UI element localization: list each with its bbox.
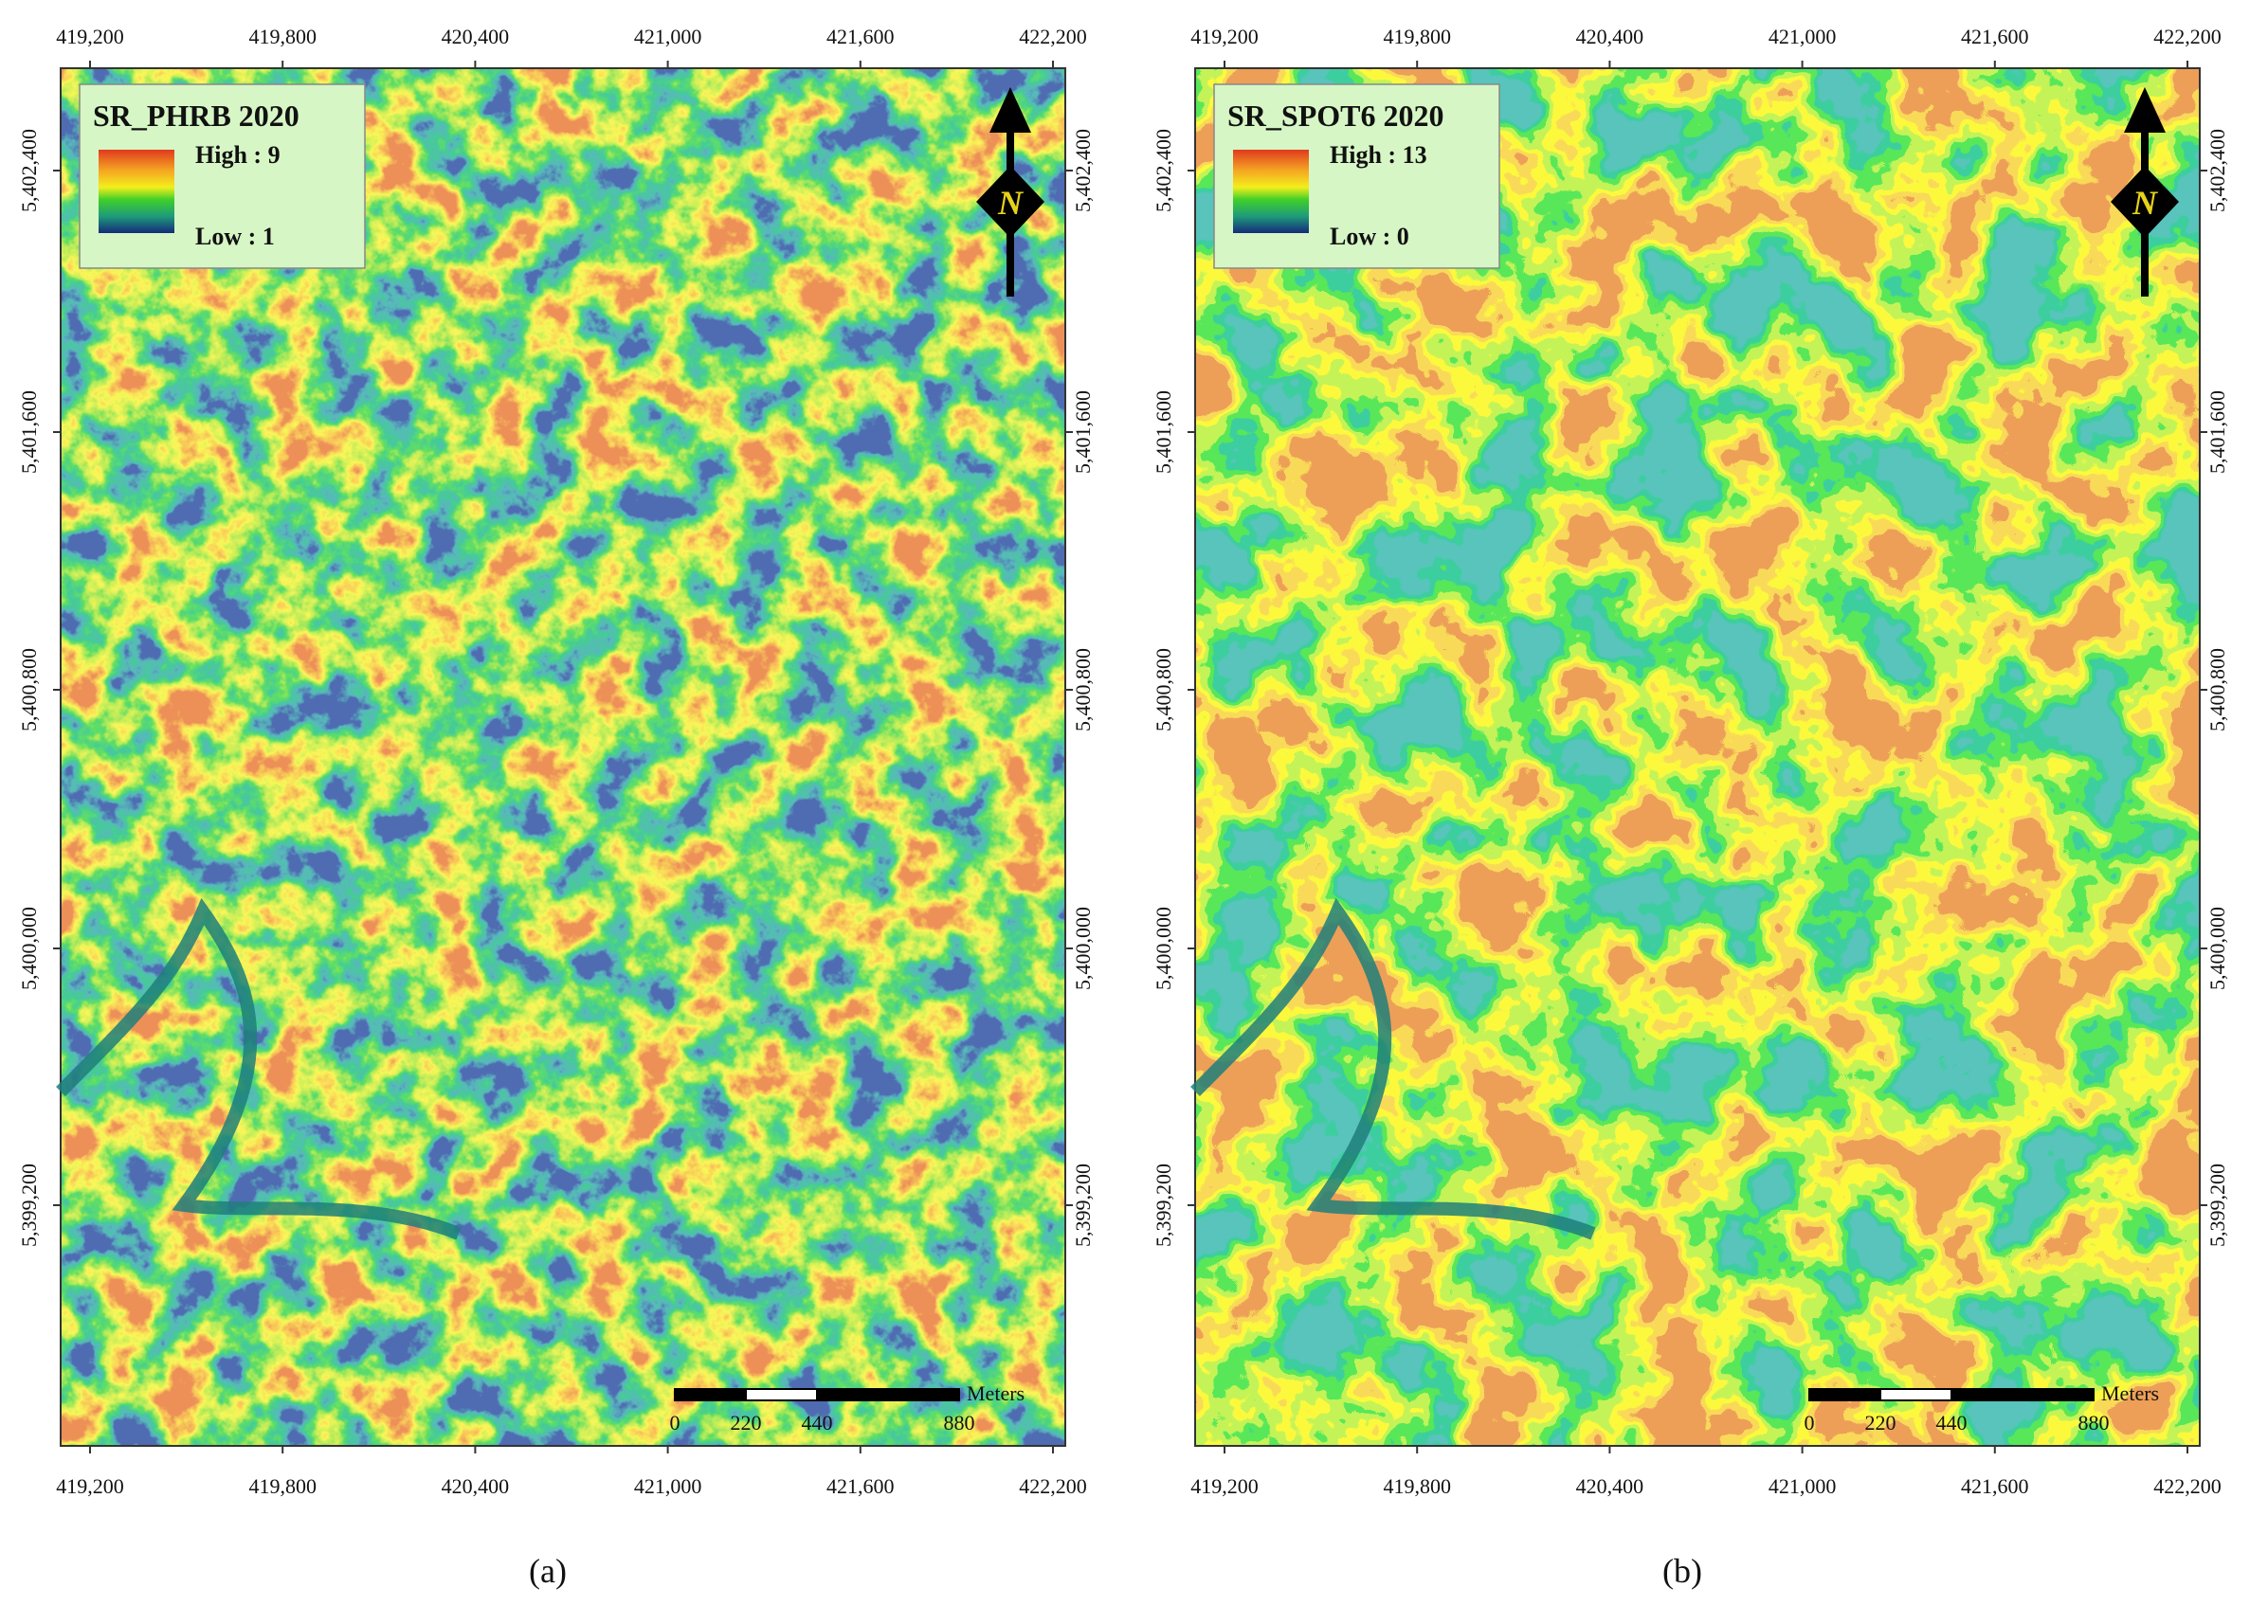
x-tick-label: 421,600 bbox=[826, 1474, 895, 1498]
x-tick-label: 420,400 bbox=[1576, 25, 1644, 48]
y-tick-label: 5,399,200 bbox=[17, 1164, 41, 1247]
x-tick-label: 419,800 bbox=[1383, 25, 1451, 48]
north-head bbox=[989, 87, 1031, 133]
y-tick-label: 5,401,600 bbox=[1152, 390, 1175, 474]
legend-high: High : 13 bbox=[1330, 141, 1427, 169]
x-tick-label: 421,600 bbox=[1961, 1474, 2029, 1498]
y-tick-label: 5,400,800 bbox=[17, 648, 41, 731]
legend-low: Low : 1 bbox=[195, 223, 275, 250]
x-tick-label: 422,200 bbox=[1019, 1474, 1087, 1498]
raster-map bbox=[61, 68, 1065, 1446]
y-tick-label: 5,402,400 bbox=[1152, 129, 1175, 212]
x-tick-label: 419,200 bbox=[56, 1474, 124, 1498]
raster-map bbox=[1195, 68, 2200, 1446]
x-tick-label: 419,800 bbox=[248, 1474, 317, 1498]
y-tick-label: 5,399,200 bbox=[1071, 1164, 1095, 1247]
scale-label: 0 bbox=[670, 1411, 680, 1435]
legend-title: SR_PHRB 2020 bbox=[93, 99, 299, 133]
x-tick-label: 421,000 bbox=[634, 1474, 702, 1498]
x-tick-label: 422,200 bbox=[2153, 25, 2222, 48]
north-head bbox=[2124, 87, 2166, 133]
scale-unit: Meters bbox=[967, 1381, 1025, 1405]
y-tick-label: 5,402,400 bbox=[1071, 129, 1095, 212]
x-tick-label: 420,400 bbox=[1576, 1474, 1644, 1498]
scale-segment bbox=[1808, 1388, 1881, 1401]
panel-caption: (a) bbox=[529, 1552, 567, 1590]
legend-title: SR_SPOT6 2020 bbox=[1227, 99, 1443, 133]
y-tick-label: 5,400,800 bbox=[1071, 648, 1095, 731]
map-panel: 419,200 419,200 419,800 419,800 420,400 420,4… bbox=[17, 25, 1095, 1590]
scale-label: 440 bbox=[802, 1411, 833, 1435]
y-tick-label: 5,400,000 bbox=[1152, 907, 1175, 990]
north-diamond bbox=[976, 166, 1044, 238]
y-tick-label: 5,400,800 bbox=[2205, 648, 2229, 731]
scale-segment bbox=[674, 1388, 747, 1401]
y-tick-label: 5,399,200 bbox=[2205, 1164, 2229, 1247]
x-tick-label: 421,600 bbox=[1961, 25, 2029, 48]
x-tick-label: 421,000 bbox=[1769, 1474, 1837, 1498]
x-tick-label: 420,400 bbox=[442, 25, 510, 48]
y-tick-label: 5,400,000 bbox=[2205, 907, 2229, 990]
legend-ramp bbox=[1233, 150, 1309, 233]
x-tick-label: 420,400 bbox=[442, 1474, 510, 1498]
scale-segment bbox=[1950, 1388, 2095, 1401]
map-panel: 419,200 419,200 419,800 419,800 420,400 420,4… bbox=[1152, 25, 2229, 1590]
north-label: N bbox=[997, 184, 1025, 222]
y-tick-label: 5,400,800 bbox=[1152, 648, 1175, 731]
x-tick-label: 422,200 bbox=[1019, 25, 1087, 48]
scale-label: 880 bbox=[944, 1411, 975, 1435]
y-tick-label: 5,401,600 bbox=[17, 390, 41, 474]
scale-label: 220 bbox=[731, 1411, 762, 1435]
x-tick-label: 421,000 bbox=[1769, 25, 1837, 48]
x-tick-label: 419,200 bbox=[1190, 1474, 1259, 1498]
x-tick-label: 419,200 bbox=[1190, 25, 1259, 48]
y-tick-label: 5,400,000 bbox=[17, 907, 41, 990]
river bbox=[1190, 897, 1596, 1240]
scale-label: 0 bbox=[1805, 1411, 1815, 1435]
y-tick-label: 5,401,600 bbox=[1071, 390, 1095, 474]
panel-caption: (b) bbox=[1662, 1552, 1702, 1590]
map-frame bbox=[60, 67, 1066, 1447]
x-tick-label: 421,600 bbox=[826, 25, 895, 48]
x-tick-label: 419,800 bbox=[1383, 1474, 1451, 1498]
legend-ramp bbox=[99, 150, 174, 233]
y-tick-label: 5,402,400 bbox=[17, 129, 41, 212]
map-frame bbox=[1194, 67, 2201, 1447]
x-tick-label: 419,800 bbox=[248, 25, 317, 48]
y-tick-label: 5,402,400 bbox=[2205, 129, 2229, 212]
scale-segment bbox=[1879, 1388, 1952, 1401]
scale-label: 880 bbox=[2078, 1411, 2110, 1435]
scale-label: 440 bbox=[1936, 1411, 1968, 1435]
north-label: N bbox=[2132, 184, 2159, 222]
scale-segment bbox=[745, 1388, 818, 1401]
scale-segment bbox=[816, 1388, 960, 1401]
legend-low: Low : 0 bbox=[1330, 223, 1409, 250]
y-tick-label: 5,400,000 bbox=[1071, 907, 1095, 990]
scale-label: 220 bbox=[1865, 1411, 1896, 1435]
north-diamond bbox=[2111, 166, 2179, 238]
x-tick-label: 422,200 bbox=[2153, 1474, 2222, 1498]
x-tick-label: 419,200 bbox=[56, 25, 124, 48]
y-tick-label: 5,399,200 bbox=[1152, 1164, 1175, 1247]
x-tick-label: 421,000 bbox=[634, 25, 702, 48]
river bbox=[56, 897, 462, 1240]
y-tick-label: 5,401,600 bbox=[2205, 390, 2229, 474]
legend-high: High : 9 bbox=[195, 141, 281, 169]
scale-unit: Meters bbox=[2101, 1381, 2159, 1405]
